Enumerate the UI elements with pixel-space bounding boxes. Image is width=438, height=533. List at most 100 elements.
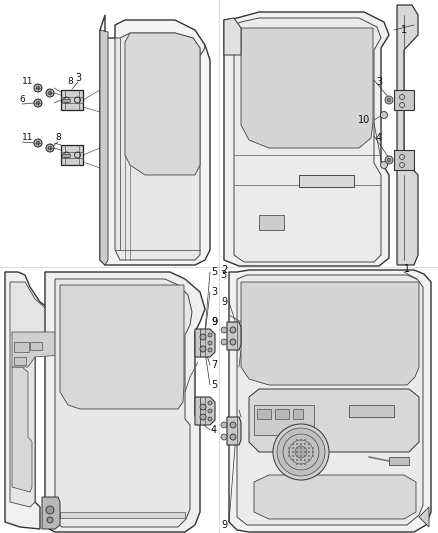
Circle shape xyxy=(47,517,53,523)
Text: 11: 11 xyxy=(22,133,34,142)
Polygon shape xyxy=(241,282,419,385)
Text: 9: 9 xyxy=(211,317,217,327)
Polygon shape xyxy=(60,285,184,409)
Circle shape xyxy=(300,447,302,449)
Polygon shape xyxy=(195,329,215,357)
Polygon shape xyxy=(42,497,60,529)
Polygon shape xyxy=(229,270,431,532)
Circle shape xyxy=(36,86,40,90)
Bar xyxy=(293,409,303,419)
Circle shape xyxy=(230,327,236,333)
Polygon shape xyxy=(227,417,241,445)
Circle shape xyxy=(300,451,302,453)
Circle shape xyxy=(221,327,227,333)
Circle shape xyxy=(304,451,306,453)
Circle shape xyxy=(221,339,227,345)
Circle shape xyxy=(304,455,306,457)
Bar xyxy=(14,342,29,352)
Circle shape xyxy=(312,451,314,453)
Circle shape xyxy=(46,144,54,152)
Circle shape xyxy=(387,98,391,102)
Circle shape xyxy=(300,443,302,445)
Circle shape xyxy=(308,447,310,449)
Text: 3: 3 xyxy=(376,77,382,87)
Circle shape xyxy=(34,99,42,107)
Text: 1: 1 xyxy=(404,264,410,274)
Bar xyxy=(62,99,70,101)
Circle shape xyxy=(304,459,306,461)
Circle shape xyxy=(300,455,302,457)
Circle shape xyxy=(304,447,306,449)
Circle shape xyxy=(308,455,310,457)
Circle shape xyxy=(300,459,302,461)
Text: 1: 1 xyxy=(401,25,407,35)
Circle shape xyxy=(295,446,307,458)
Circle shape xyxy=(230,339,236,345)
Text: 8: 8 xyxy=(67,77,73,86)
Circle shape xyxy=(273,424,329,480)
Circle shape xyxy=(381,111,388,118)
Polygon shape xyxy=(100,30,108,265)
Bar xyxy=(30,342,42,350)
Circle shape xyxy=(208,341,212,345)
Circle shape xyxy=(308,443,310,445)
Circle shape xyxy=(296,447,298,449)
Polygon shape xyxy=(10,282,65,507)
Text: 11: 11 xyxy=(22,77,34,86)
Circle shape xyxy=(296,443,298,445)
Circle shape xyxy=(221,422,227,428)
Bar xyxy=(394,90,414,110)
Circle shape xyxy=(277,428,325,476)
Circle shape xyxy=(34,84,42,92)
Circle shape xyxy=(300,463,302,465)
Circle shape xyxy=(292,451,294,453)
Bar xyxy=(257,409,271,419)
Circle shape xyxy=(208,333,212,337)
Polygon shape xyxy=(55,279,192,527)
Polygon shape xyxy=(125,33,200,175)
Circle shape xyxy=(288,451,290,453)
Polygon shape xyxy=(419,507,429,527)
Circle shape xyxy=(296,459,298,461)
Circle shape xyxy=(308,451,310,453)
Circle shape xyxy=(385,96,393,104)
Circle shape xyxy=(304,443,306,445)
Polygon shape xyxy=(100,15,210,265)
Circle shape xyxy=(304,463,306,465)
Text: 4: 4 xyxy=(75,157,81,167)
Polygon shape xyxy=(254,475,416,519)
Circle shape xyxy=(385,156,393,164)
Circle shape xyxy=(296,451,298,453)
Text: 5: 5 xyxy=(211,267,217,277)
Polygon shape xyxy=(12,367,32,492)
Circle shape xyxy=(296,463,298,465)
Bar xyxy=(389,457,409,465)
Circle shape xyxy=(292,443,294,445)
Circle shape xyxy=(300,439,302,441)
Polygon shape xyxy=(12,332,65,367)
Circle shape xyxy=(304,439,306,441)
Circle shape xyxy=(48,91,52,95)
Text: 3: 3 xyxy=(211,287,217,297)
Polygon shape xyxy=(397,5,418,265)
Circle shape xyxy=(292,447,294,449)
Bar xyxy=(60,512,185,518)
Text: 6: 6 xyxy=(19,95,25,104)
Circle shape xyxy=(208,417,212,421)
Circle shape xyxy=(208,409,212,413)
Polygon shape xyxy=(115,33,200,260)
Text: 3: 3 xyxy=(220,270,226,280)
Circle shape xyxy=(221,434,227,440)
Bar xyxy=(14,357,26,365)
Circle shape xyxy=(36,101,40,105)
Bar xyxy=(349,405,394,417)
Circle shape xyxy=(46,89,54,97)
Circle shape xyxy=(296,455,298,457)
Circle shape xyxy=(292,455,294,457)
Text: 9: 9 xyxy=(211,317,217,327)
Circle shape xyxy=(230,434,236,440)
Circle shape xyxy=(230,422,236,428)
Circle shape xyxy=(292,459,294,461)
Bar xyxy=(299,175,354,187)
Text: 7: 7 xyxy=(211,360,217,370)
